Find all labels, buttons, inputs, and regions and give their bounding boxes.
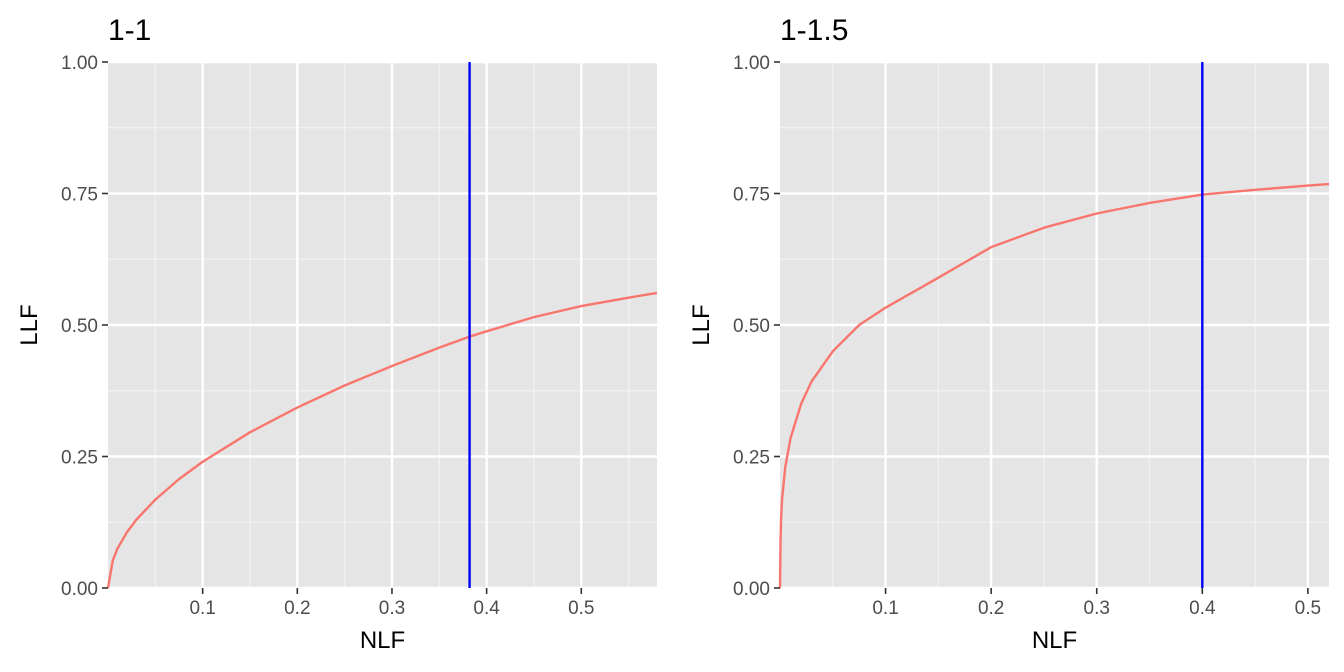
x-tick-label: 0.4	[473, 598, 500, 619]
x-tick-label: 0.1	[189, 598, 215, 619]
y-tick-label: 0.50	[61, 316, 98, 337]
y-tick-label: 1.00	[733, 53, 770, 74]
y-axis-title: LLF	[16, 304, 43, 345]
y-tick-label: 0.00	[61, 579, 98, 600]
x-tick-label: 0.2	[978, 598, 1004, 619]
chart-panel-1: 0.1 0.2 0.3 0.4 0.5 0.00 0.25 0.50 0.75 1.00 1-1 NL…	[16, 14, 658, 654]
chart-panel-2: 0.1 0.2 0.3 0.4 0.5 0.00 0.25 0.50 0.75 1.00 1-1.5…	[688, 14, 1330, 654]
y-tick-label: 0.75	[733, 185, 770, 206]
y-tick-label: 1.00	[61, 53, 98, 74]
y-tick-label: 0.25	[61, 448, 98, 469]
x-tick-label: 0.4	[1189, 598, 1216, 619]
series-curve	[778, 182, 1330, 589]
x-axis-title: NLF	[360, 627, 405, 654]
x-axis-title: NLF	[1032, 627, 1077, 654]
x-tick-label: 0.2	[284, 598, 310, 619]
chart-title: 1-1	[108, 14, 151, 47]
series-curve	[106, 291, 658, 589]
x-tick-label: 0.5	[1295, 598, 1321, 619]
x-tick-label: 0.3	[1084, 598, 1110, 619]
y-axis-title: LLF	[688, 304, 715, 345]
x-tick-label: 0.5	[568, 598, 594, 619]
y-tick-label: 0.75	[61, 185, 98, 206]
chart-title: 1-1.5	[780, 14, 848, 47]
x-tick-label: 0.3	[379, 598, 405, 619]
x-tick-label: 0.1	[872, 598, 898, 619]
y-tick-label: 0.00	[733, 579, 770, 600]
y-tick-label: 0.25	[733, 448, 770, 469]
y-tick-label: 0.50	[733, 316, 770, 337]
